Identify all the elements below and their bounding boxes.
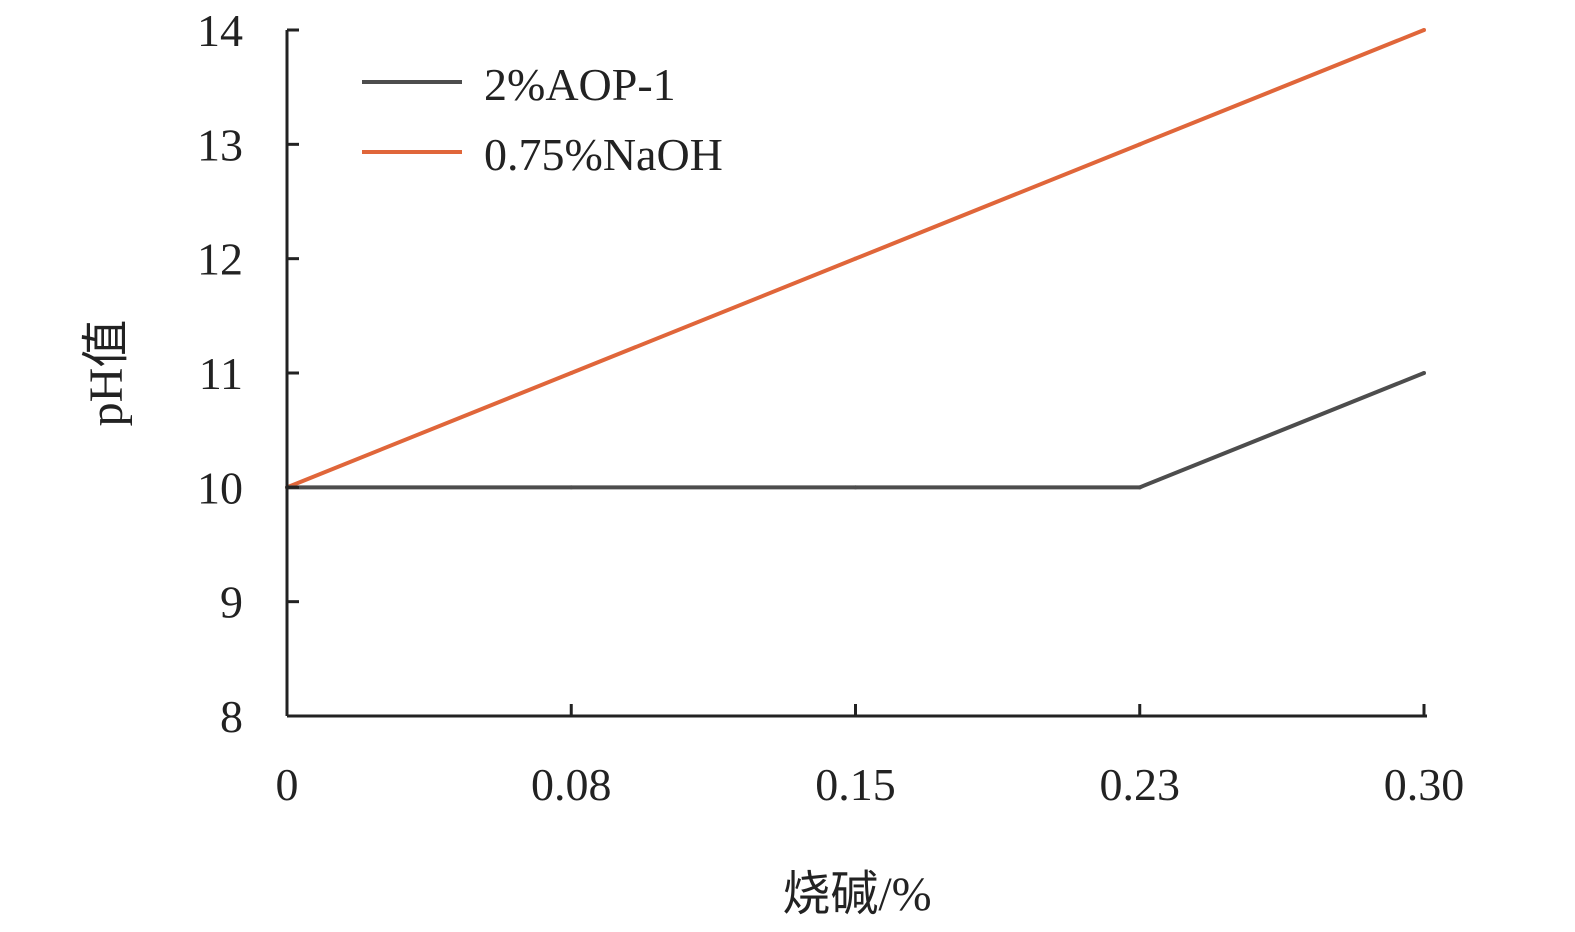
y-axis-ticks: 8 9 10 11 12 13 14 — [197, 5, 299, 742]
data-point — [1422, 371, 1426, 375]
y-tick-label: 12 — [197, 234, 243, 285]
x-tick-label: 0.15 — [815, 759, 896, 810]
x-tick-label: 0.23 — [1100, 759, 1181, 810]
data-point — [1137, 485, 1142, 490]
y-tick-label: 8 — [220, 691, 243, 742]
series-line-aop-1 — [287, 371, 1425, 490]
x-tick-label: 0 — [276, 759, 299, 810]
data-point — [569, 485, 574, 490]
y-tick-label: 10 — [197, 462, 243, 513]
x-tick-label: 0.30 — [1384, 759, 1465, 810]
x-axis-title: 烧碱/% — [782, 868, 931, 921]
data-point — [1137, 142, 1142, 147]
legend-label-aop: 2%AOP-1 — [484, 59, 676, 110]
data-point — [853, 485, 858, 490]
y-tick-label: 9 — [220, 577, 243, 628]
series-layer — [285, 28, 1426, 490]
x-tick-label: 0.08 — [531, 759, 612, 810]
y-axis-title: pH值 — [80, 320, 133, 427]
legend-label-naoh: 0.75%NaOH — [484, 129, 723, 180]
data-point — [1422, 28, 1426, 32]
y-tick-label: 11 — [199, 348, 243, 399]
data-point — [853, 256, 858, 261]
y-tick-label: 13 — [197, 119, 243, 170]
x-axis-ticks: 0 0.08 0.15 0.23 0.30 — [276, 704, 1465, 810]
data-point — [569, 371, 574, 375]
y-tick-label: 14 — [197, 5, 243, 56]
legend: 2%AOP-1 0.75%NaOH — [362, 59, 723, 180]
